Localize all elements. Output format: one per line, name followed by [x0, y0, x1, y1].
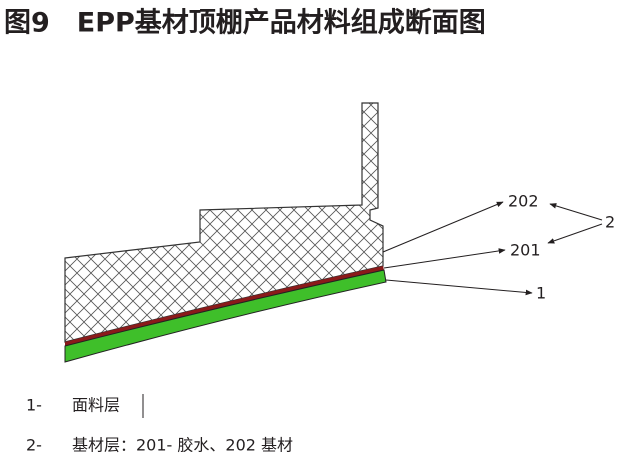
- label-2: 2: [605, 213, 615, 232]
- legend-text: 基材层：201- 胶水、202 基材: [72, 436, 293, 455]
- fabric-layer: [64, 269, 387, 363]
- label-201: 201: [510, 241, 541, 260]
- leader-2b: [547, 223, 603, 244]
- legend-num: 2-: [26, 436, 42, 455]
- label-1: 1: [536, 284, 546, 303]
- label-202: 202: [508, 192, 539, 211]
- leader-201: [383, 248, 506, 269]
- leader-2a: [549, 203, 603, 221]
- title: 图9 EPP基材顶棚产品材料组成断面图: [4, 7, 486, 39]
- legend-text: 面料层: [72, 396, 120, 415]
- legend-num: 1-: [26, 396, 42, 415]
- leader-1: [385, 279, 533, 296]
- leader-202: [382, 201, 504, 253]
